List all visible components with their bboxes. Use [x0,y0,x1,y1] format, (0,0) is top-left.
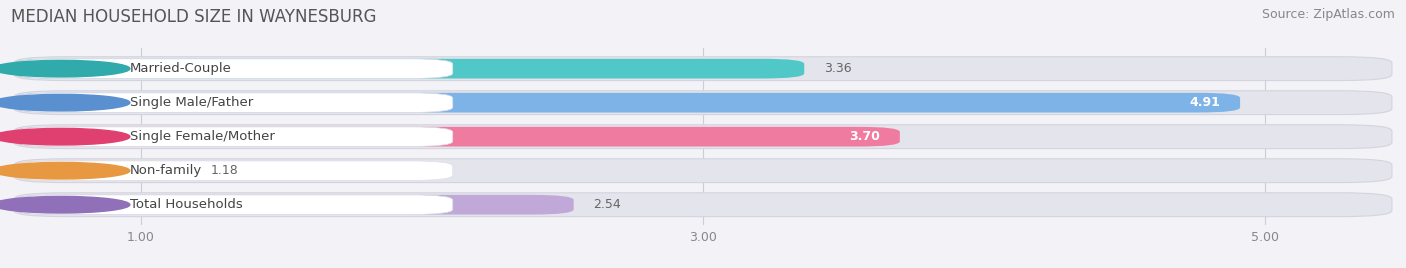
Text: 1.18: 1.18 [211,164,239,177]
FancyBboxPatch shape [14,127,900,147]
FancyBboxPatch shape [17,127,453,146]
FancyBboxPatch shape [14,93,1240,113]
Text: MEDIAN HOUSEHOLD SIZE IN WAYNESBURG: MEDIAN HOUSEHOLD SIZE IN WAYNESBURG [11,8,377,26]
Text: Non-family: Non-family [129,164,202,177]
FancyBboxPatch shape [14,161,191,181]
Circle shape [0,196,129,213]
Text: Single Female/Mother: Single Female/Mother [129,130,274,143]
Text: Married-Couple: Married-Couple [129,62,232,75]
Text: 2.54: 2.54 [593,198,621,211]
Circle shape [0,128,129,145]
Text: Single Male/Father: Single Male/Father [129,96,253,109]
FancyBboxPatch shape [17,161,453,180]
FancyBboxPatch shape [14,193,1392,217]
Text: Total Households: Total Households [129,198,243,211]
FancyBboxPatch shape [17,59,453,79]
FancyBboxPatch shape [14,91,1392,115]
Text: 3.70: 3.70 [849,130,880,143]
Circle shape [0,162,129,179]
FancyBboxPatch shape [14,57,1392,81]
Circle shape [0,94,129,111]
FancyBboxPatch shape [14,125,1392,148]
FancyBboxPatch shape [17,93,453,113]
FancyBboxPatch shape [14,59,804,79]
FancyBboxPatch shape [14,195,574,215]
FancyBboxPatch shape [14,159,1392,183]
FancyBboxPatch shape [17,195,453,214]
Text: Source: ZipAtlas.com: Source: ZipAtlas.com [1261,8,1395,21]
Text: 3.36: 3.36 [824,62,852,75]
Circle shape [0,60,129,77]
Text: 4.91: 4.91 [1189,96,1220,109]
